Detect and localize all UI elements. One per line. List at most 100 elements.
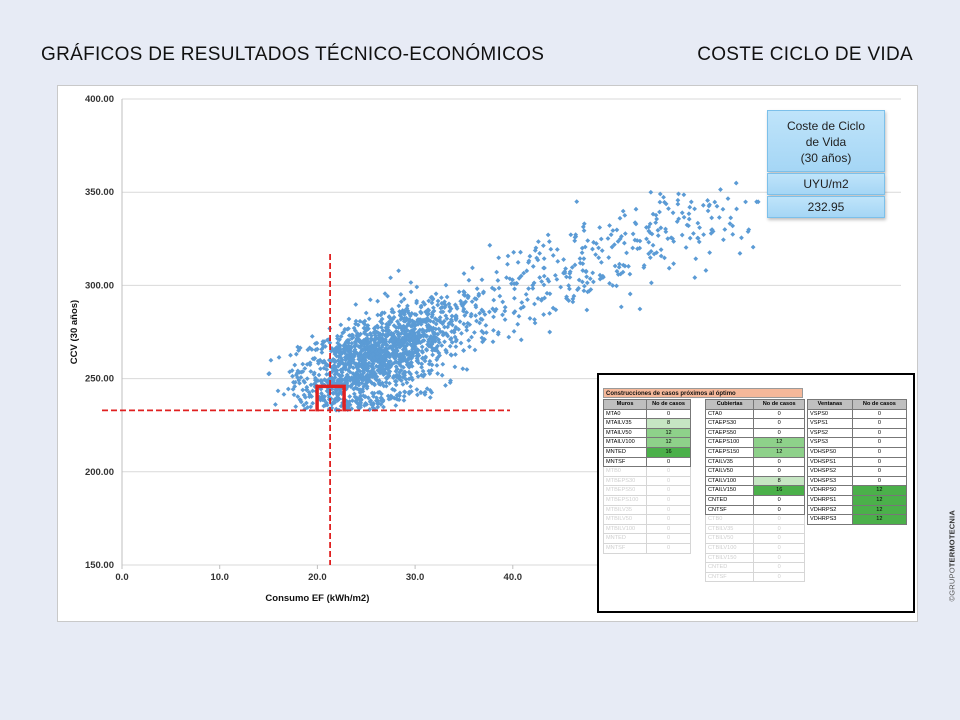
scatter-point [347, 349, 353, 355]
scatter-point [355, 375, 360, 381]
scatter-point [385, 329, 391, 335]
scatter-point [398, 367, 404, 373]
scatter-point [433, 321, 439, 327]
construction-name: CNTSF [704, 571, 755, 583]
scatter-point [399, 324, 405, 330]
scatter-point [494, 269, 500, 275]
ccv-value: 232.95 [767, 196, 885, 218]
scatter-point [345, 353, 350, 359]
scatter-point [697, 225, 702, 231]
construction-name: CTB0 [704, 514, 755, 525]
construction-name: VSPS2 [807, 427, 853, 439]
scatter-point [420, 368, 426, 374]
construction-name: CNTED [704, 494, 755, 506]
case-count: 8 [646, 418, 691, 429]
scatter-point [472, 296, 478, 301]
scatter-point [727, 221, 733, 227]
scatter-point [461, 306, 467, 312]
scatter-point [310, 400, 316, 406]
scatter-point [302, 394, 308, 400]
scatter-point [615, 272, 621, 277]
scatter-point [449, 339, 455, 345]
scatter-point [607, 223, 612, 228]
scatter-point [346, 375, 352, 381]
scatter-point [368, 336, 374, 342]
scatter-point [479, 328, 485, 334]
scatter-point [400, 338, 406, 344]
scatter-point [627, 271, 633, 277]
scatter-point [622, 212, 628, 218]
table-row: VDHRPS1 12 [807, 494, 908, 506]
scatter-point [480, 308, 485, 314]
scatter-point [342, 361, 348, 367]
scatter-point [319, 350, 325, 355]
scatter-point [518, 273, 524, 279]
scatter-point [658, 253, 664, 259]
scatter-point [346, 333, 352, 338]
scatter-point [324, 402, 330, 408]
construction-name: MTAILV100 [602, 437, 648, 448]
scatter-point [401, 343, 407, 348]
scatter-point [376, 339, 382, 345]
scatter-point [300, 387, 306, 393]
construction-name: CTAILV50 [704, 466, 755, 477]
scatter-point [397, 390, 403, 396]
column-header: No de casos [753, 399, 805, 410]
scatter-point [301, 402, 307, 408]
scatter-point [305, 404, 310, 410]
scatter-point [424, 328, 430, 333]
scatter-point [442, 324, 447, 330]
scatter-point [297, 397, 303, 403]
scatter-point [630, 231, 636, 237]
scatter-point [423, 346, 429, 352]
scatter-point [540, 243, 546, 249]
scatter-point [447, 304, 453, 310]
scatter-point [579, 279, 585, 285]
scatter-point [676, 191, 681, 197]
scatter-point [476, 293, 482, 299]
scatter-point [339, 377, 345, 383]
scatter-point [420, 328, 426, 334]
scatter-point [442, 299, 447, 305]
scatter-point [394, 347, 399, 352]
construction-name: CTBILV100 [704, 542, 755, 554]
y-axis-title: CCV (30 años) [69, 300, 80, 364]
scatter-point [598, 259, 604, 265]
scatter-point [352, 347, 358, 353]
column-header: No de casos [646, 399, 691, 410]
scatter-point [584, 280, 590, 286]
scatter-point [464, 310, 470, 315]
scatter-point [506, 334, 512, 340]
scatter-point [687, 235, 693, 241]
scatter-point [399, 331, 404, 336]
scatter-point [641, 263, 647, 268]
scatter-point [588, 287, 594, 292]
scatter-point [608, 232, 614, 238]
scatter-point [335, 398, 341, 403]
scatter-point [426, 298, 432, 304]
scatter-point [384, 346, 390, 352]
scatter-point [593, 252, 599, 258]
scatter-point [507, 276, 513, 282]
construction-name: CTAILV150 [704, 485, 755, 496]
scatter-point [679, 232, 685, 238]
scatter-point [381, 353, 387, 359]
scatter-point [390, 386, 395, 392]
scatter-point [408, 351, 414, 357]
scatter-point [398, 378, 404, 383]
scatter-point [362, 321, 368, 327]
scatter-point [617, 215, 623, 221]
scatter-point [326, 395, 332, 401]
scatter-point [417, 332, 423, 338]
scatter-point [663, 229, 669, 235]
scatter-point [442, 339, 447, 345]
construction-name: CTAEPS100 [704, 437, 755, 448]
scatter-point [469, 299, 475, 305]
scatter-point [627, 291, 633, 297]
table-row: MTAILV100 12 [602, 437, 691, 448]
table-row: CNTED 0 [704, 562, 805, 573]
scatter-point [618, 304, 624, 310]
scatter-point [383, 337, 388, 343]
scatter-point [374, 329, 380, 335]
scatter-point [513, 281, 519, 286]
